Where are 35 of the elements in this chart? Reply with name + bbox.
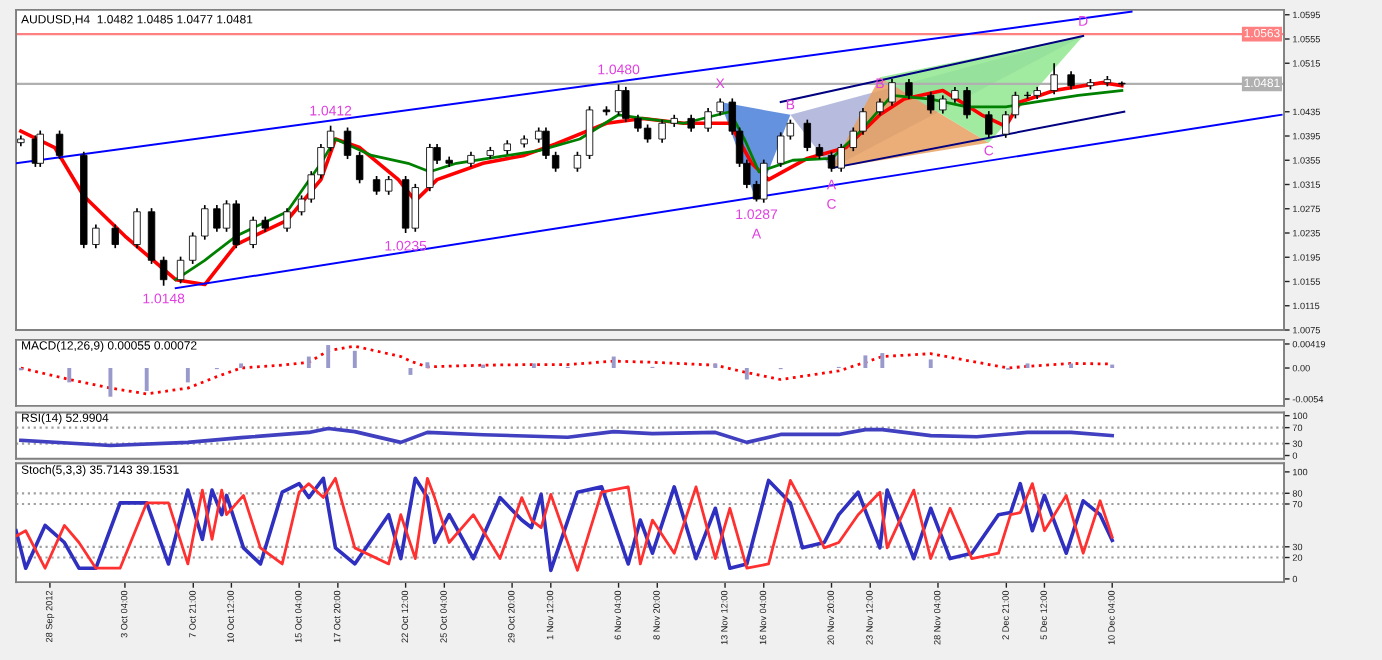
- candlestick: [939, 94, 947, 115]
- candlestick: [1067, 70, 1075, 91]
- candlestick: [372, 175, 381, 196]
- line-series: [174, 89, 1124, 282]
- candlestick: [1050, 62, 1058, 96]
- candlestick: [927, 90, 935, 115]
- candlestick: [355, 150, 364, 185]
- candlestick: [614, 83, 623, 117]
- candlestick: [55, 129, 64, 160]
- candlestick: [704, 107, 712, 133]
- candlestick: [176, 255, 185, 285]
- candlestick: [905, 78, 913, 100]
- candlestick: [385, 175, 393, 196]
- line-series: [19, 426, 1115, 448]
- candlestick: [803, 118, 811, 152]
- candlestick: [963, 86, 971, 120]
- candlestick: [573, 150, 582, 173]
- candlestick: [585, 105, 594, 160]
- candlestick: [283, 207, 291, 233]
- candlestick: [888, 78, 896, 107]
- candlestick: [343, 126, 352, 160]
- candlestick: [111, 223, 119, 249]
- candlestick: [658, 118, 666, 144]
- candlestick: [426, 143, 434, 193]
- candlestick: [159, 255, 168, 287]
- candlestick: [985, 110, 993, 139]
- candlestick: [133, 207, 141, 249]
- candlestick: [760, 158, 768, 204]
- candlestick: [92, 223, 100, 249]
- line-series: [19, 344, 1114, 396]
- candlestick: [201, 204, 209, 241]
- candlestick: [188, 231, 197, 265]
- candlestick: [36, 129, 44, 168]
- candlestick: [249, 215, 257, 249]
- candlestick: [622, 86, 630, 123]
